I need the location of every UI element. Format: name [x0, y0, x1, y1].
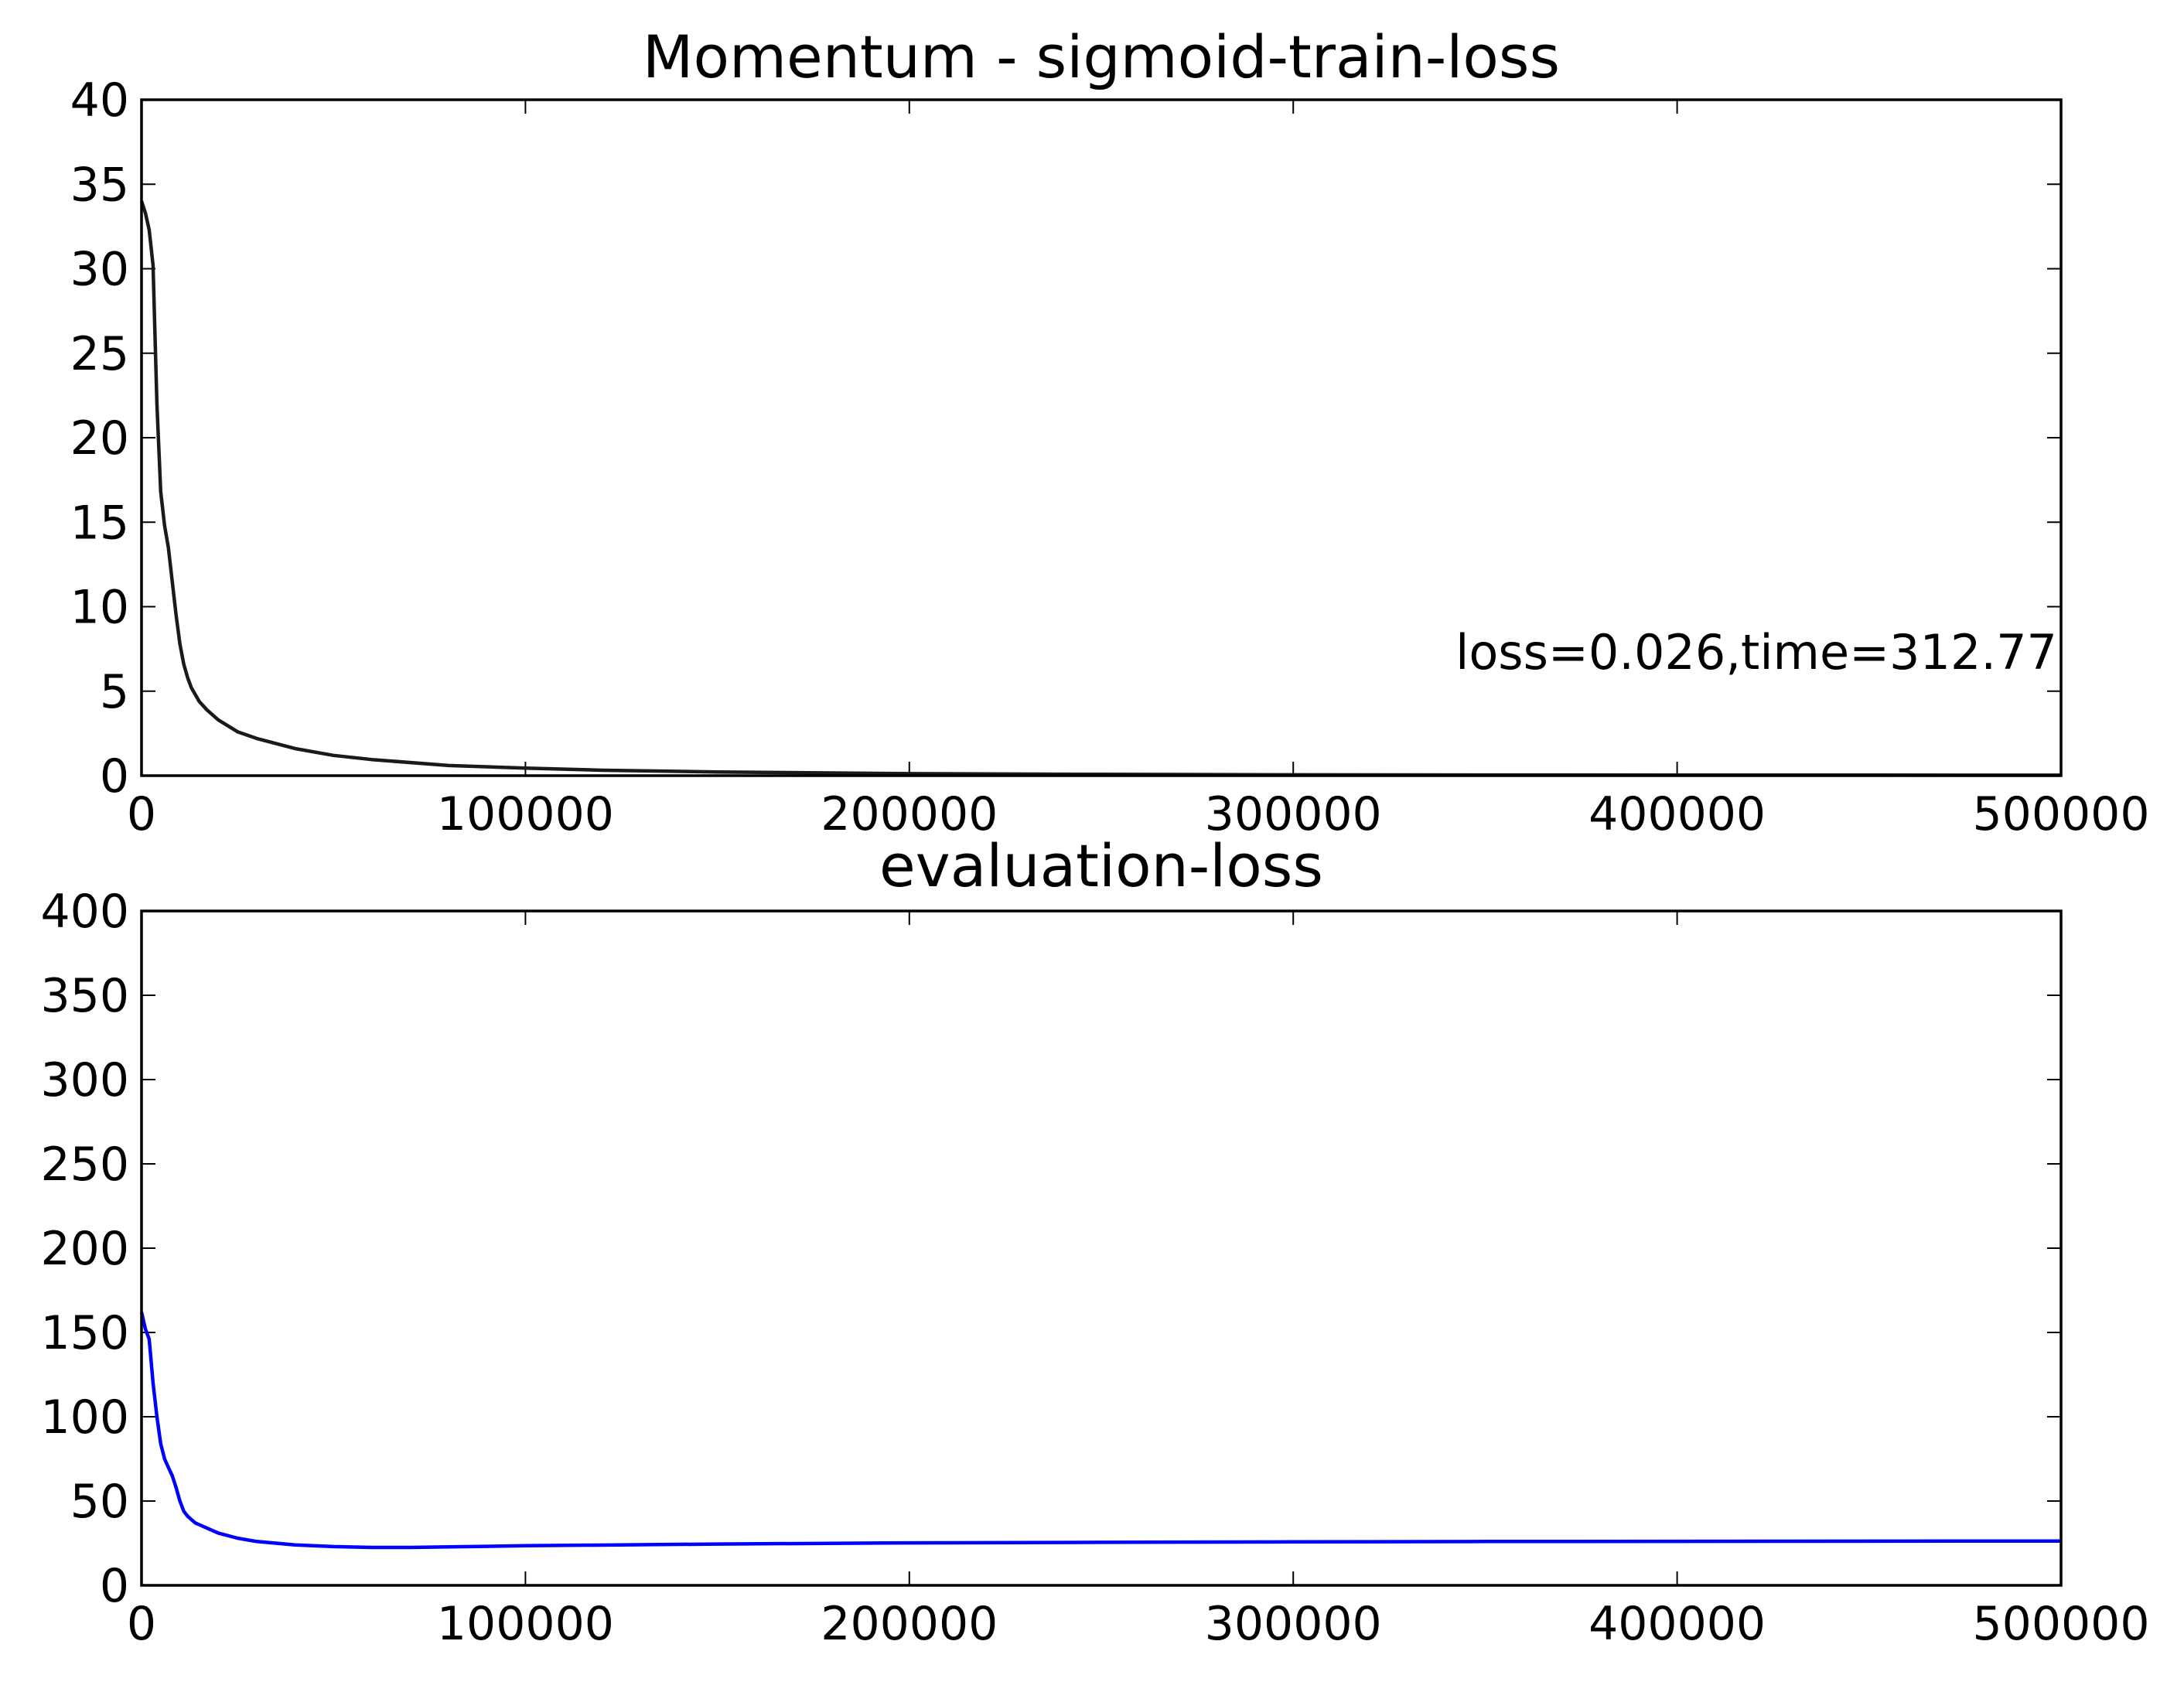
y-tick-label: 50: [70, 1475, 129, 1529]
y-tick-label: 300: [40, 1053, 129, 1107]
y-tick-label: 15: [70, 496, 129, 550]
y-tick-label: 0: [100, 1559, 129, 1613]
y-tick-label: 10: [70, 581, 129, 635]
y-tick-label: 100: [40, 1390, 129, 1445]
y-tick-label: 40: [70, 73, 129, 128]
x-tick-label: 200000: [821, 1597, 998, 1651]
x-tick-label: 400000: [1589, 1597, 1766, 1651]
chart-title: Momentum - sigmoid-train-loss: [643, 22, 1560, 91]
y-tick-label: 150: [40, 1306, 129, 1360]
chart-panel-2: evaluation-loss 0 100000 200000 300000 400000…: [40, 831, 2149, 1651]
y-tick-label: 350: [40, 969, 129, 1023]
y-tick-label: 200: [40, 1222, 129, 1276]
y-tick-label: 20: [70, 411, 129, 466]
x-tick-label: 300000: [1205, 1597, 1382, 1651]
x-tick-label: 100000: [437, 1597, 614, 1651]
x-tick-label: 500000: [1972, 787, 2149, 841]
y-tick-label: 5: [100, 665, 129, 719]
y-tick-label: 25: [70, 327, 129, 381]
x-tick-label: 400000: [1589, 787, 1766, 841]
x-tick-label: 300000: [1205, 787, 1382, 841]
x-tick-label: 0: [127, 1597, 156, 1651]
x-tick-label: 0: [127, 787, 156, 841]
chart-panel-1: Momentum - sigmoid-train-loss 0 100000 2000…: [70, 22, 2150, 841]
x-tick-label: 500000: [1972, 1597, 2149, 1651]
chart-title: evaluation-loss: [879, 831, 1323, 900]
y-tick-label: 0: [100, 749, 129, 803]
y-tick-label: 250: [40, 1138, 129, 1192]
y-tick-label: 30: [70, 243, 129, 297]
series-line: [139, 200, 2062, 777]
x-tick-label: 200000: [821, 787, 998, 841]
series-line: [139, 1312, 2062, 1550]
plot-frame: [140, 909, 2063, 1587]
plot-frame: [140, 98, 2063, 777]
x-tick-label: 100000: [437, 787, 614, 841]
annotation-text: loss=0.026,time=312.77: [1455, 624, 2057, 681]
y-tick-label: 35: [70, 158, 129, 212]
y-tick-label: 400: [40, 885, 129, 939]
